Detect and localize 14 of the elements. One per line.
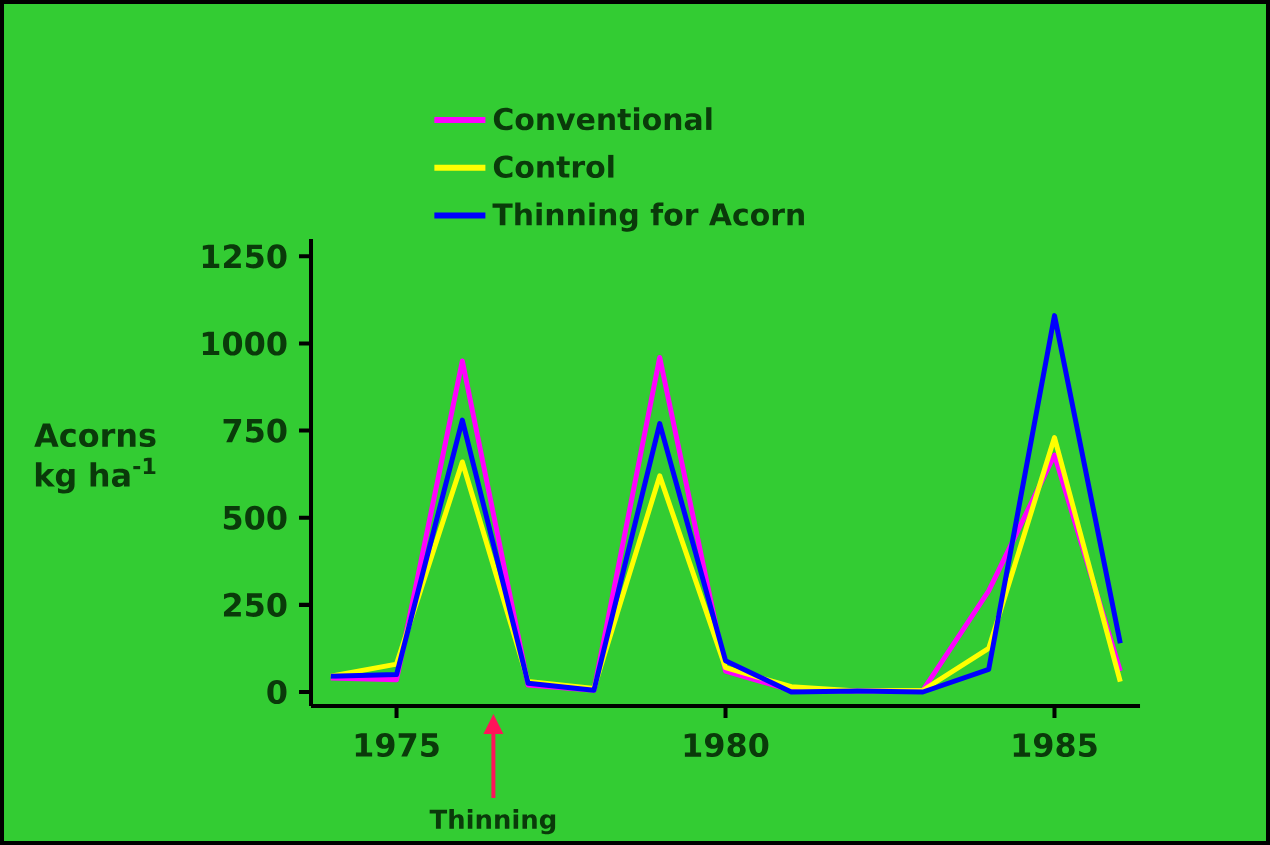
- legend-label: Thinning for Acorn: [492, 202, 804, 232]
- y-tick-label: 0: [267, 679, 287, 705]
- y-tick-label: 500: [223, 505, 287, 530]
- y-axis-title: Acorns kg ha$^{-1}$: [34, 423, 156, 494]
- x-tick-label: 1985: [1013, 732, 1097, 758]
- legend-label: Control: [493, 154, 614, 179]
- y-tick-label: 1000: [202, 331, 287, 356]
- text: Thinning: [429, 808, 556, 835]
- y-tick-label: 750: [223, 418, 287, 443]
- x-tick-label: 1975: [355, 732, 439, 758]
- legend-label: Conventional: [493, 107, 712, 131]
- y-tick-label: 1250: [202, 244, 287, 269]
- y-tick-label: 250: [223, 592, 287, 617]
- x-tick-label: 1980: [684, 732, 769, 758]
